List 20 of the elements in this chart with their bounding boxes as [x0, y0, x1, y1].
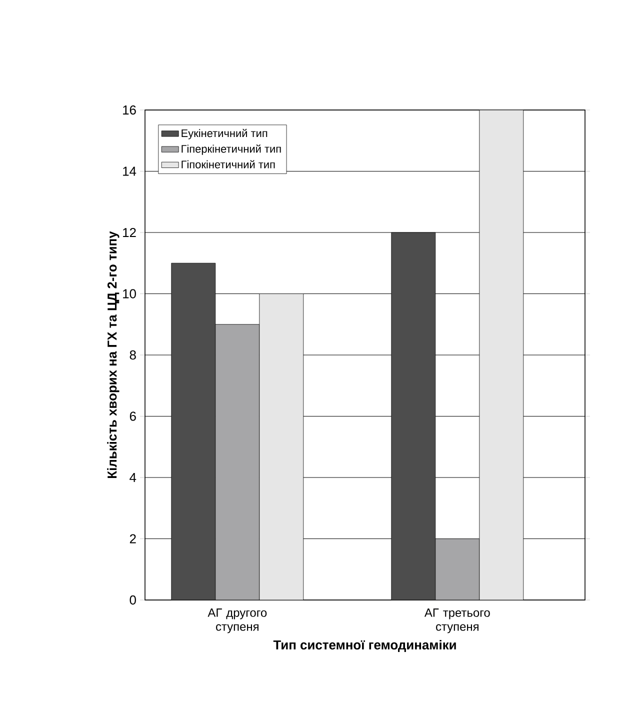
bar: [391, 232, 436, 600]
y-tick-label: 6: [130, 412, 136, 421]
y-tick-label: 0: [130, 595, 136, 605]
legend-label: Еукінетичний тип: [182, 128, 268, 140]
bar: [215, 324, 260, 600]
y-tick-label: 14: [123, 166, 136, 176]
x-tick-label: АГ третього ступеня: [424, 608, 490, 634]
x-tick-label: АГ другого ступеня: [208, 608, 267, 634]
y-axis-title: Кількість хворих на ГХ та ЦД 2-го типу: [107, 231, 120, 478]
y-tick-label: 10: [123, 289, 136, 298]
legend-label: Гіперкінетичний тип: [182, 144, 281, 155]
y-tick-label: 4: [130, 473, 136, 482]
bar: [435, 538, 480, 600]
y-tick-label: 12: [123, 228, 136, 238]
bar: [171, 262, 216, 600]
y-tick-label: 8: [130, 350, 136, 360]
y-tick-label: 16: [123, 105, 136, 115]
x-axis-title: Тип системної гемодинаміки: [273, 640, 456, 652]
legend-label: Гіпокінетичний тип: [182, 160, 275, 168]
y-tick-label: 2: [130, 534, 136, 544]
